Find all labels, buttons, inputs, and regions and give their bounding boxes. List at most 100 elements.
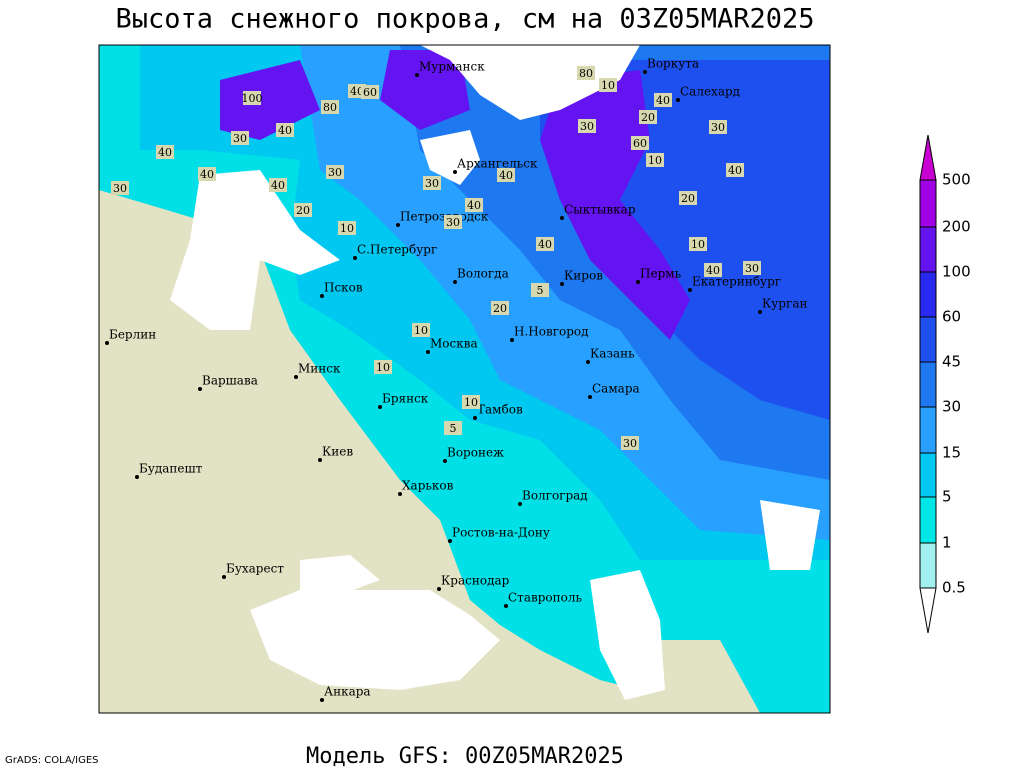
contour-label: 30	[446, 216, 460, 229]
city-label: Минск	[298, 362, 341, 376]
legend-label: 45	[942, 353, 961, 371]
city-label: Харьков	[402, 479, 454, 493]
contour-label-bg	[465, 198, 483, 212]
city-label: Салехард	[680, 85, 740, 99]
legend-swatch	[919, 179, 937, 228]
city-label: Ставрополь	[508, 591, 582, 605]
legend-label: 200	[942, 218, 971, 236]
map	[99, 45, 830, 713]
city-dot	[198, 387, 202, 391]
city-label: Брянск	[382, 392, 429, 406]
contour-label: 40	[200, 168, 214, 181]
city-label: Будапешт	[139, 462, 203, 476]
city-label: С.Петербург	[357, 243, 437, 257]
city-label: Берлин	[109, 328, 156, 342]
contour-label-bg	[462, 395, 480, 409]
contour-label-bg	[156, 145, 174, 159]
contour-label-bg	[709, 120, 727, 134]
contour-label-bg	[243, 91, 261, 105]
contour-label-bg	[374, 360, 392, 374]
contour-label: 80	[323, 101, 337, 114]
legend-label: 500	[942, 171, 971, 189]
city-dot	[353, 256, 357, 260]
contour-label: 5	[450, 422, 457, 435]
city-dot	[415, 73, 419, 77]
contour-label: 10	[648, 154, 662, 167]
contour-label: 40	[278, 124, 292, 137]
city-dot	[426, 350, 430, 354]
city-label: Воронеж	[447, 446, 504, 460]
city-dot	[560, 216, 564, 220]
contour-label-bg	[198, 167, 216, 181]
contour-label-bg	[631, 136, 649, 150]
city-dot	[105, 341, 109, 345]
contour-label: 30	[113, 182, 127, 195]
city-label: Тамбов	[477, 403, 523, 417]
contour-label: 10	[601, 79, 615, 92]
contour-label-bg	[412, 323, 430, 337]
contour-label-bg	[654, 93, 672, 107]
city-label: Мурманск	[419, 60, 485, 74]
contour-label: 30	[745, 262, 759, 275]
city-dot	[320, 698, 324, 702]
city-label: Самара	[592, 382, 640, 396]
contour-label: 40	[706, 264, 720, 277]
city-label: Курган	[762, 297, 807, 311]
legend-swatch	[919, 542, 937, 589]
contour-label-bg	[689, 237, 707, 251]
city-dot	[636, 280, 640, 284]
legend-swatch	[919, 452, 937, 498]
contour-label-bg	[704, 263, 722, 277]
city-dot	[560, 282, 564, 286]
contour-label: 30	[425, 177, 439, 190]
contour-label: 40	[467, 199, 481, 212]
legend-swatch	[919, 406, 937, 454]
legend-label: 60	[942, 308, 961, 326]
contour-label-bg	[111, 181, 129, 195]
city-label: Псков	[324, 281, 363, 295]
city-dot	[318, 458, 322, 462]
city-dot	[688, 288, 692, 292]
contour-label-bg	[536, 237, 554, 251]
city-label: Н.Новгород	[514, 325, 589, 339]
contour-label: 40	[656, 94, 670, 107]
city-dot	[510, 338, 514, 342]
contour-label: 20	[681, 192, 695, 205]
contour-label-bg	[497, 168, 515, 182]
contour-label-bg	[639, 110, 657, 124]
contour-label: 60	[633, 137, 647, 150]
city-dot	[643, 70, 647, 74]
city-dot	[453, 280, 457, 284]
contour-label: 40	[728, 164, 742, 177]
city-dot	[586, 360, 590, 364]
city-dot	[758, 310, 762, 314]
contour-label-bg	[338, 221, 356, 235]
map-frame	[98, 44, 831, 714]
city-label: Киев	[322, 445, 353, 459]
city-dot	[437, 587, 441, 591]
legend-swatch	[919, 496, 937, 544]
contour-label: 80	[579, 67, 593, 80]
contour-label: 40	[538, 238, 552, 251]
city-dot	[398, 492, 402, 496]
title: Высота снежного покрова, см на 03Z05MAR2…	[116, 4, 815, 35]
contour-label: 30	[233, 132, 247, 145]
city-dot	[378, 405, 382, 409]
legend-label: 5	[942, 488, 952, 506]
city-dot	[320, 294, 324, 298]
city-label: Воркута	[647, 57, 699, 71]
contour-label: 30	[623, 437, 637, 450]
contour-label: 60	[363, 86, 377, 99]
model-label: Модель GFS: 00Z05MAR2025	[306, 744, 624, 768]
contour-label-bg	[726, 163, 744, 177]
cities: Мурманск Воркута Салехард Архангельск Сыктыв…	[105, 57, 807, 702]
contour-label-bg	[679, 191, 697, 205]
contour-label: 10	[414, 324, 428, 337]
contour-label-bg	[531, 283, 549, 297]
contour-label-bg	[444, 421, 462, 435]
contour-label: 20	[641, 111, 655, 124]
contour-label-bg	[621, 436, 639, 450]
city-dot	[473, 416, 477, 420]
contour-label-bg	[423, 176, 441, 190]
